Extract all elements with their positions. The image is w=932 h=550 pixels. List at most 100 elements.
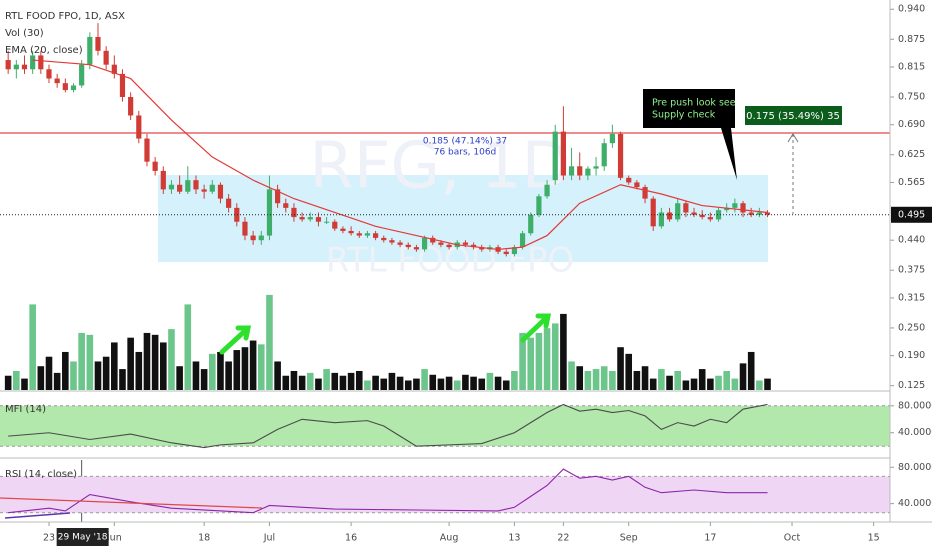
measure-box-label: 0.175 (35.49%) 35 bbox=[746, 111, 840, 122]
candle-body bbox=[724, 207, 730, 211]
volume-bar bbox=[535, 332, 543, 390]
arrow-up bbox=[520, 313, 552, 343]
volume-bar bbox=[494, 376, 502, 390]
x-tick-label: Oct bbox=[784, 533, 801, 544]
volume-bar bbox=[462, 374, 469, 390]
candle-body bbox=[732, 203, 738, 208]
volume-bar bbox=[53, 372, 61, 390]
candle-body bbox=[364, 233, 371, 236]
volume-bar bbox=[21, 378, 28, 390]
x-tick-label: Jun bbox=[106, 533, 122, 544]
measure-label: 0.185 (47.14%) 37 bbox=[423, 137, 507, 147]
candle-body bbox=[536, 196, 542, 215]
volume-bar bbox=[266, 294, 273, 390]
volume-bar bbox=[78, 332, 85, 390]
candle-body bbox=[119, 73, 126, 97]
volume-bar bbox=[682, 380, 690, 390]
candle-body bbox=[675, 203, 681, 220]
candle-body bbox=[479, 247, 485, 250]
candle-body bbox=[519, 233, 526, 248]
volume-bar bbox=[13, 370, 20, 390]
volume-bar bbox=[584, 370, 592, 390]
candle-body bbox=[397, 242, 403, 245]
volume-bar bbox=[502, 380, 510, 390]
callout-text: Pre push look see bbox=[652, 98, 736, 109]
candle-body bbox=[13, 64, 19, 70]
candle-body bbox=[438, 242, 444, 245]
candle-body bbox=[577, 166, 583, 176]
volume-bar bbox=[331, 372, 339, 390]
candle-body bbox=[503, 251, 509, 255]
x-tick-label: Jul bbox=[263, 533, 275, 544]
candle-body bbox=[634, 182, 640, 188]
candle-body bbox=[421, 237, 428, 250]
volume-bar bbox=[560, 313, 567, 390]
volume-bar bbox=[111, 342, 118, 390]
candle-body bbox=[193, 180, 199, 190]
volume-bar bbox=[290, 370, 298, 390]
y-tick-label: 0.250 bbox=[898, 322, 925, 333]
volume-bar bbox=[690, 378, 698, 390]
trend-line bbox=[0, 497, 263, 509]
volume-bar bbox=[192, 361, 200, 390]
candle-body bbox=[30, 55, 36, 70]
volume-bar bbox=[200, 369, 208, 390]
candle-body bbox=[372, 233, 379, 238]
pane-title: RSI (14, close) bbox=[5, 469, 77, 480]
candle-body bbox=[283, 203, 289, 208]
candle-body bbox=[446, 244, 452, 248]
indicator-line bbox=[8, 403, 768, 449]
volume-bar bbox=[731, 378, 739, 390]
volume-bar bbox=[86, 334, 94, 390]
volume-bar bbox=[323, 369, 330, 390]
candle-body bbox=[691, 212, 697, 215]
candle-body bbox=[266, 189, 273, 236]
candle-body bbox=[46, 69, 52, 79]
candle-body bbox=[707, 217, 713, 220]
volume-bar bbox=[617, 347, 624, 390]
volume-bar bbox=[511, 370, 518, 390]
candle-body bbox=[79, 64, 85, 86]
candle-body bbox=[87, 36, 93, 65]
volume-bar bbox=[453, 380, 461, 390]
y-tick-label: 0.815 bbox=[898, 61, 925, 72]
y-tick-label: 0.690 bbox=[898, 119, 925, 130]
candle-body bbox=[128, 97, 134, 116]
volume-bar bbox=[249, 340, 257, 390]
volume-bar bbox=[127, 337, 134, 390]
y-tick-label: 0.440 bbox=[898, 235, 925, 246]
volume-bar bbox=[217, 351, 224, 390]
candle-body bbox=[389, 240, 395, 243]
volume-bar bbox=[388, 372, 396, 390]
volume-bar bbox=[470, 376, 477, 390]
volume-bar bbox=[29, 304, 36, 390]
overlays: 0.185 (47.14%) 37 76 bars, 106d Pre push… bbox=[0, 0, 932, 523]
volume-bar bbox=[102, 356, 110, 390]
volume-bar bbox=[306, 372, 314, 390]
candle-body bbox=[528, 214, 534, 234]
volume-bar bbox=[519, 332, 526, 390]
candle-body bbox=[568, 166, 575, 176]
last-price-box bbox=[891, 206, 932, 223]
candle-body bbox=[626, 177, 632, 183]
candle-body bbox=[617, 133, 624, 178]
candle-body bbox=[62, 83, 68, 91]
watermark-sub: RTL FOOD FPO bbox=[326, 241, 575, 281]
candle-body bbox=[462, 242, 469, 245]
range-box bbox=[158, 175, 768, 262]
volume-bar bbox=[62, 351, 69, 390]
candle-body bbox=[152, 161, 158, 171]
volume-bar bbox=[45, 356, 53, 390]
candle-body bbox=[332, 221, 338, 229]
candle-body bbox=[658, 212, 664, 227]
candle-body bbox=[136, 115, 142, 139]
volume-bar bbox=[94, 361, 102, 390]
y-tick-label: 0.565 bbox=[898, 177, 925, 188]
candle-body bbox=[601, 143, 607, 167]
trend-line bbox=[4, 512, 71, 519]
candle-body bbox=[5, 60, 11, 70]
